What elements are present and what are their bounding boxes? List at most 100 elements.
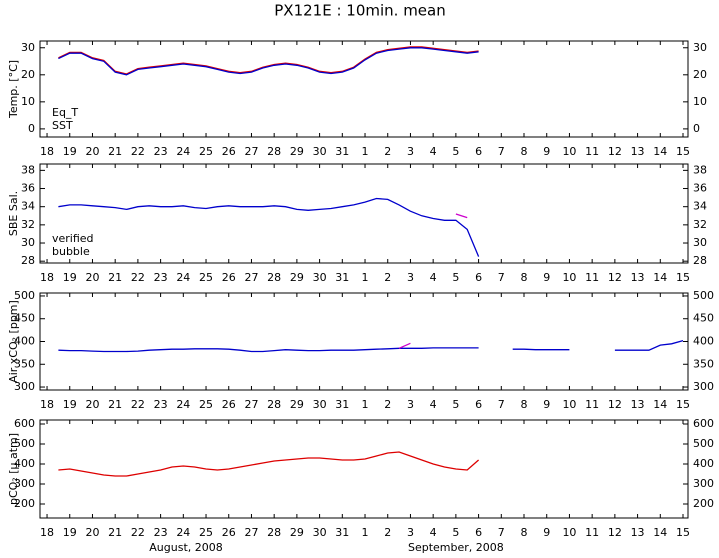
x-tick-label: 11 (585, 145, 599, 158)
x-tick-label: 27 (244, 271, 258, 284)
data-line (455, 213, 468, 219)
x-tick-label: 14 (653, 398, 667, 411)
data-line (58, 451, 480, 477)
x-tick-label: 29 (290, 145, 304, 158)
x-tick-label: 20 (85, 526, 99, 539)
x-tick-label: 12 (608, 271, 622, 284)
x-tick-label: 24 (176, 398, 190, 411)
x-tick-label: 4 (430, 398, 437, 411)
x-tick-label: 25 (199, 398, 213, 411)
y-tick-label: 500 (693, 437, 714, 450)
x-tick-label: 20 (85, 145, 99, 158)
x-tick-label: 22 (131, 145, 145, 158)
x-tick-label: 26 (222, 145, 236, 158)
x-tick-label: 3 (407, 271, 414, 284)
x-tick-label: 5 (452, 271, 459, 284)
x-tick-label: 30 (313, 145, 327, 158)
data-line (614, 339, 684, 351)
x-tick-label: 19 (63, 271, 77, 284)
chart-title: PX121E : 10min. mean (274, 2, 445, 20)
y-tick-label: 200 (14, 497, 35, 510)
x-tick-label: 26 (222, 526, 236, 539)
x-tick-label: 31 (335, 398, 349, 411)
plot-frame (39, 40, 689, 138)
y-tick-label: 0 (28, 122, 35, 135)
y-tick-label: 10 (21, 95, 35, 108)
x-tick-label: 28 (267, 398, 281, 411)
data-line (58, 347, 479, 353)
x-tick-label: 31 (335, 526, 349, 539)
plot-frame (39, 419, 689, 519)
y-tick-label: 500 (693, 289, 714, 302)
y-tick-label: 300 (693, 380, 714, 393)
x-tick-label: 26 (222, 271, 236, 284)
y-tick-label: 600 (14, 417, 35, 430)
x-tick-label: 7 (498, 271, 505, 284)
plot-frame (39, 292, 689, 391)
x-tick-label: 5 (452, 145, 459, 158)
x-tick-label: 5 (452, 398, 459, 411)
y-tick-label: 20 (21, 68, 35, 81)
y-tick-label: 34 (21, 200, 35, 213)
y-tick-label: 400 (693, 335, 714, 348)
x-tick-label: 15 (676, 398, 690, 411)
y-tick-label: 450 (693, 312, 714, 325)
x-tick-label: 1 (362, 526, 369, 539)
x-tick-label: 11 (585, 398, 599, 411)
x-tick-label: 3 (407, 526, 414, 539)
x-tick-label: 23 (154, 526, 168, 539)
data-line (512, 348, 570, 351)
legend-label: Eq_T (52, 106, 78, 119)
x-tick-label: 1 (362, 271, 369, 284)
x-tick-label: 11 (585, 271, 599, 284)
x-tick-label: 8 (521, 145, 528, 158)
x-tick-label: 29 (290, 398, 304, 411)
x-tick-label: 19 (63, 398, 77, 411)
plot-frame (39, 163, 689, 264)
x-tick-label: 13 (631, 526, 645, 539)
y-tick-label: 450 (14, 312, 35, 325)
x-tick-label: 28 (267, 145, 281, 158)
y-tick-label: 36 (21, 182, 35, 195)
x-tick-label: 25 (199, 526, 213, 539)
x-tick-label: 21 (108, 271, 122, 284)
x-tick-label: 23 (154, 145, 168, 158)
x-tick-label: 23 (154, 398, 168, 411)
x-tick-label: 30 (313, 526, 327, 539)
x-tick-label: 29 (290, 526, 304, 539)
x-tick-label: 10 (562, 398, 576, 411)
y-tick-label: 30 (21, 236, 35, 249)
y-tick-label: 20 (693, 68, 707, 81)
y-tick-label: 10 (693, 95, 707, 108)
x-tick-label: 4 (430, 145, 437, 158)
x-tick-label: 18 (40, 271, 54, 284)
x-tick-label: 27 (244, 145, 258, 158)
x-tick-label: 28 (267, 271, 281, 284)
x-tick-label: 20 (85, 271, 99, 284)
y-tick-label: 400 (693, 457, 714, 470)
x-tick-label: 9 (543, 398, 550, 411)
x-tick-label: 13 (631, 398, 645, 411)
y-axis-title: Temp. [°C] (7, 60, 20, 119)
x-tick-label: 21 (108, 398, 122, 411)
x-tick-label: 1 (362, 398, 369, 411)
x-tick-label: 6 (475, 398, 482, 411)
x-tick-label: 22 (131, 271, 145, 284)
x-tick-label: 15 (676, 271, 690, 284)
x-tick-label: 8 (521, 526, 528, 539)
x-tick-label: 30 (313, 398, 327, 411)
x-tick-label: 2 (384, 145, 391, 158)
y-tick-label: 28 (693, 254, 707, 267)
x-tick-label: 12 (608, 398, 622, 411)
x-tick-label: 18 (40, 145, 54, 158)
x-tick-label: 24 (176, 271, 190, 284)
x-tick-label: 14 (653, 526, 667, 539)
x-tick-label: 19 (63, 526, 77, 539)
x-axis-title: August, 2008 (149, 541, 222, 554)
y-tick-label: 30 (693, 236, 707, 249)
x-tick-label: 24 (176, 145, 190, 158)
x-tick-label: 10 (562, 145, 576, 158)
x-tick-label: 27 (244, 526, 258, 539)
y-tick-label: 300 (14, 380, 35, 393)
